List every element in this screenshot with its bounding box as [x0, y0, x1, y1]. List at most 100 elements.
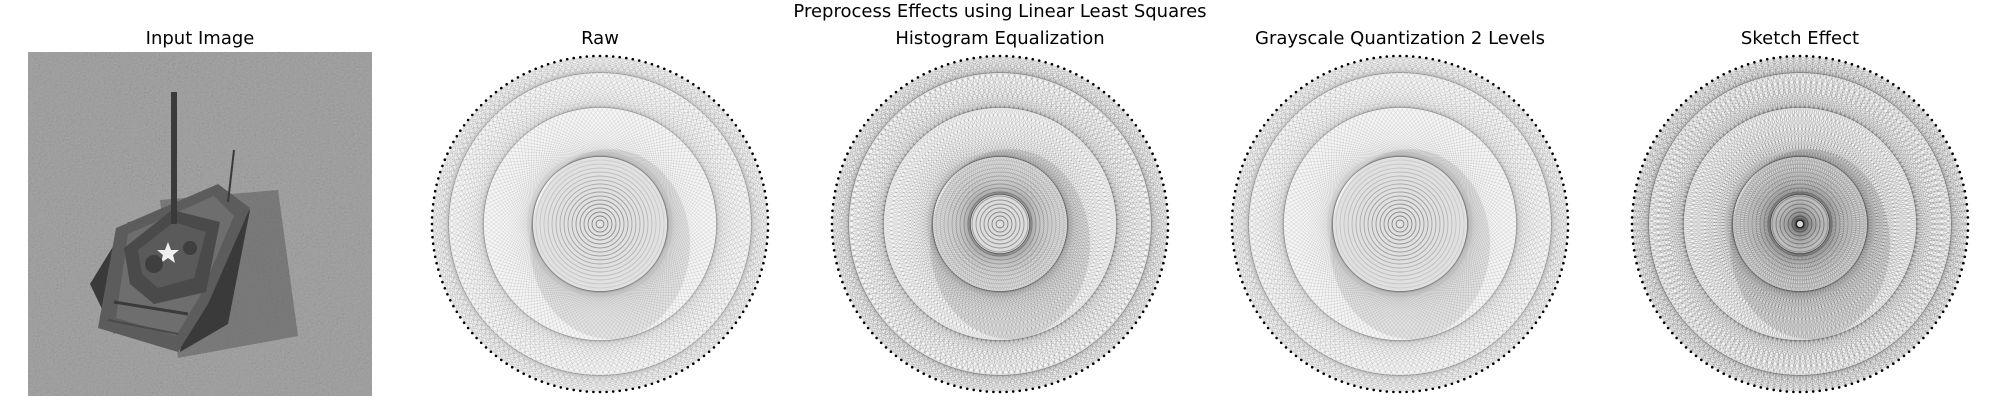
string-art-ring — [575, 199, 625, 249]
string-art-pin — [625, 388, 628, 392]
string-art-pin — [637, 59, 641, 62]
string-art-pin — [618, 55, 621, 59]
string-art-pin — [1635, 183, 1638, 187]
string-art-pin — [1637, 268, 1640, 271]
string-art-pin — [1310, 79, 1314, 83]
string-art-ring — [1343, 167, 1457, 281]
string-art-pin — [1151, 152, 1154, 155]
string-art-pin — [1945, 304, 1948, 308]
string-art-pin — [1960, 268, 1963, 271]
string-art-pin — [1522, 336, 1525, 340]
string-art-pin — [663, 377, 666, 381]
string-art-pin — [1960, 177, 1963, 180]
string-art-pin — [852, 140, 855, 144]
string-art-pin — [1063, 377, 1066, 381]
string-art-ring — [1391, 215, 1409, 233]
string-art-pin — [1444, 61, 1447, 64]
string-art-pin — [1444, 384, 1447, 388]
string-art-pin — [1963, 189, 1967, 193]
string-art-pin — [1160, 268, 1163, 271]
string-art-pin — [1560, 268, 1563, 271]
string-art-pin — [1548, 146, 1551, 149]
string-art-pin — [697, 86, 700, 90]
string-art-pin — [1563, 189, 1567, 193]
string-art-ring — [1327, 151, 1473, 297]
string-art-pin — [1112, 99, 1116, 102]
string-art-pin — [430, 222, 434, 226]
string-art-pin — [1562, 261, 1565, 265]
string-art-pin — [1037, 386, 1041, 389]
string-art-ring — [927, 151, 1073, 297]
string-art-pin — [1844, 384, 1847, 388]
string-art-pin — [1160, 177, 1163, 180]
string-art-pin — [875, 108, 878, 112]
string-art-pin — [1112, 346, 1116, 349]
panel-sketch-effect: Sketch Effect — [1628, 27, 1972, 400]
string-art-ring — [1787, 211, 1813, 237]
string-art-pin — [1671, 113, 1674, 117]
string-art-pin — [959, 59, 963, 62]
string-art-pin — [1875, 73, 1878, 76]
string-art-pin — [1259, 316, 1262, 319]
string-art-pin — [745, 304, 748, 308]
string-art-threads — [1631, 55, 1969, 393]
string-art-pin — [910, 365, 914, 369]
string-art-pin — [1541, 134, 1545, 138]
string-art-pin — [1411, 390, 1415, 393]
string-art-pin — [916, 369, 920, 372]
string-art-ring — [1755, 179, 1845, 269]
string-art-pin — [1805, 54, 1808, 58]
string-art-pin — [534, 377, 537, 381]
string-art-ring — [939, 163, 1061, 285]
string-art-ring — [551, 175, 649, 273]
string-art-pin — [734, 124, 738, 127]
string-art-pin — [1907, 350, 1911, 354]
string-art-pin — [1779, 55, 1782, 59]
string-art-pin — [1728, 375, 1731, 378]
string-art-pin — [553, 384, 556, 388]
string-art-pin — [1005, 54, 1008, 58]
string-art-pin — [572, 388, 575, 392]
string-art-pin — [449, 299, 452, 302]
string-art-pin — [443, 158, 447, 161]
string-art-pin — [1689, 350, 1693, 354]
string-art-pin — [707, 95, 711, 98]
string-art-pin — [1675, 336, 1678, 340]
string-art-pin — [522, 73, 525, 76]
string-art-pin — [1641, 280, 1644, 284]
string-art-pin — [1037, 59, 1041, 62]
string-art-pin — [1902, 90, 1906, 94]
string-art-ring — [579, 203, 621, 245]
string-art-pin — [1050, 382, 1054, 386]
string-art-pin — [1631, 203, 1635, 206]
string-art-pin — [1148, 299, 1151, 302]
string-art-pin — [559, 59, 563, 62]
string-art-pin — [830, 229, 834, 232]
string-art-pin — [1165, 242, 1169, 245]
string-art-pin — [1425, 56, 1428, 60]
string-art-pin — [1145, 140, 1148, 144]
string-art-pin — [940, 380, 944, 383]
string-art-pin — [1530, 118, 1534, 122]
string-art-pin — [611, 55, 615, 58]
string-art-pin — [1238, 274, 1242, 278]
string-art-pin — [965, 387, 969, 391]
string-art-pin — [598, 54, 602, 58]
string-art-pin — [753, 158, 757, 161]
string-art-ring — [543, 167, 657, 281]
string-art-pin — [1243, 287, 1247, 290]
string-art-pin — [1262, 124, 1266, 127]
input-photo — [28, 52, 372, 396]
string-art-pin — [1759, 59, 1763, 62]
string-art-pin — [1300, 86, 1303, 90]
string-art-ring — [595, 219, 605, 229]
string-art-pin — [1694, 354, 1698, 358]
string-art-ring — [1783, 207, 1817, 241]
string-art-pin — [446, 152, 449, 155]
string-art-pin — [1480, 76, 1484, 79]
string-art-pin — [1556, 164, 1559, 168]
string-art-pin — [762, 261, 765, 265]
string-art-pin — [1411, 55, 1415, 58]
string-art-pin — [1965, 203, 1969, 206]
string-art-pin — [1798, 390, 1802, 394]
